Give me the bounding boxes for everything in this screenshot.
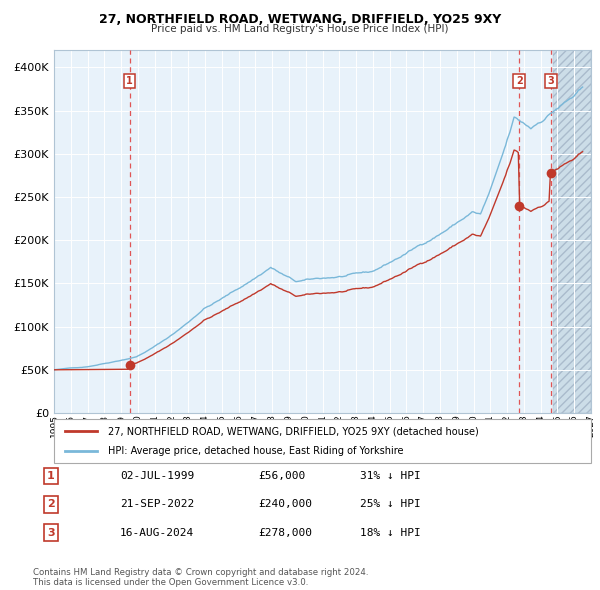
Bar: [553, 50, 591, 413]
Text: 2: 2: [516, 76, 523, 86]
Text: £278,000: £278,000: [258, 528, 312, 537]
Text: 27, NORTHFIELD ROAD, WETWANG, DRIFFIELD, YO25 9XY (detached house): 27, NORTHFIELD ROAD, WETWANG, DRIFFIELD,…: [108, 427, 478, 436]
Text: HPI: Average price, detached house, East Riding of Yorkshire: HPI: Average price, detached house, East…: [108, 446, 403, 455]
Text: Contains HM Land Registry data © Crown copyright and database right 2024.
This d: Contains HM Land Registry data © Crown c…: [33, 568, 368, 587]
Text: 3: 3: [47, 528, 55, 537]
Text: £56,000: £56,000: [258, 471, 305, 481]
Text: 1: 1: [47, 471, 55, 481]
Text: 02-JUL-1999: 02-JUL-1999: [120, 471, 194, 481]
Text: 3: 3: [548, 76, 554, 86]
Text: 21-SEP-2022: 21-SEP-2022: [120, 500, 194, 509]
Text: 27, NORTHFIELD ROAD, WETWANG, DRIFFIELD, YO25 9XY: 27, NORTHFIELD ROAD, WETWANG, DRIFFIELD,…: [99, 13, 501, 26]
Text: 1: 1: [126, 76, 133, 86]
Text: 25% ↓ HPI: 25% ↓ HPI: [360, 500, 421, 509]
Text: £240,000: £240,000: [258, 500, 312, 509]
Text: 31% ↓ HPI: 31% ↓ HPI: [360, 471, 421, 481]
Text: 2: 2: [47, 500, 55, 509]
FancyBboxPatch shape: [54, 419, 591, 463]
Text: Price paid vs. HM Land Registry's House Price Index (HPI): Price paid vs. HM Land Registry's House …: [151, 24, 449, 34]
Bar: [553, 50, 591, 413]
Text: 18% ↓ HPI: 18% ↓ HPI: [360, 528, 421, 537]
Text: 16-AUG-2024: 16-AUG-2024: [120, 528, 194, 537]
